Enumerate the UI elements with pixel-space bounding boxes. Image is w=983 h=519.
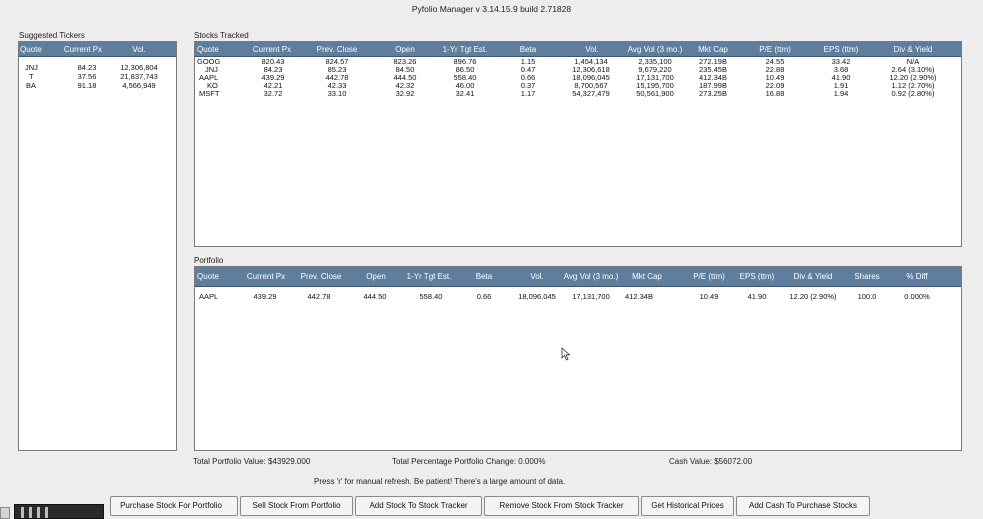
col-header-avg-vol[interactable]: Avg Vol (3 mo.) [627, 45, 683, 54]
col-header-current-px[interactable]: Current Px [246, 272, 286, 281]
table-row[interactable]: T 37.56 21,837,743 [29, 72, 158, 81]
table-row[interactable]: MSFT 32.72 33.10 32.92 32.41 1.17 54,327… [199, 89, 935, 98]
col-header-prev-close[interactable]: Prev. Close [316, 45, 358, 54]
cash-value: Cash Value: $56072.00 [669, 457, 753, 466]
total-percentage-change: Total Percentage Portfolio Change: 0.000… [392, 457, 546, 466]
suggested-tickers-label: Suggested Tickers [19, 31, 85, 40]
taskbar-corner [0, 507, 10, 519]
col-header-quote[interactable]: Quote [197, 45, 219, 54]
tracked-header: Quote Current Px Prev. Close Open 1-Yr T… [195, 42, 961, 57]
col-header-pe[interactable]: P/E (ttm) [759, 45, 791, 54]
col-header-avg-vol[interactable]: Avg Vol (3 mo.) [563, 272, 619, 281]
col-header-div-yield[interactable]: Div & Yield [893, 45, 933, 54]
col-header-mkt-cap[interactable]: Mkt Cap [632, 272, 662, 281]
stocks-tracked-table[interactable]: Quote Current Px Prev. Close Open 1-Yr T… [194, 41, 962, 247]
col-header-div-yield[interactable]: Div & Yield [793, 272, 833, 281]
col-header-mkt-cap[interactable]: Mkt Cap [698, 45, 728, 54]
col-header-eps[interactable]: EPS (ttm) [739, 272, 775, 281]
col-header-target[interactable]: 1-Yr Tgt Est. [442, 45, 488, 54]
table-row[interactable]: BA 91.18 4,566,949 [26, 81, 156, 90]
add-to-tracker-button[interactable]: Add Stock To Stock Tracker [355, 496, 482, 516]
col-header-shares[interactable]: Shares [854, 272, 880, 281]
col-header-beta[interactable]: Beta [519, 45, 537, 54]
col-header-quote[interactable]: Quote [197, 272, 219, 281]
table-row[interactable]: JNJ 84.23 85.23 84.50 86.50 0.47 12,306,… [205, 65, 935, 74]
portfolio-header: Quote Current Px Prev. Close Open 1-Yr T… [195, 267, 961, 287]
col-header-open[interactable]: Open [395, 45, 415, 54]
remove-from-tracker-button[interactable]: Remove Stock From Stock Tracker [484, 496, 639, 516]
col-header-current-px[interactable]: Current Px [252, 45, 292, 54]
table-row[interactable]: AAPL 439.29 442.78 444.50 558.40 0.66 18… [199, 73, 937, 82]
col-header-open[interactable]: Open [366, 272, 386, 281]
taskbar-thumbnail[interactable] [14, 504, 104, 519]
add-cash-button[interactable]: Add Cash To Purchase Stocks [736, 496, 870, 516]
col-header-pct-diff[interactable]: % Diff [906, 272, 928, 281]
stocks-tracked-label: Stocks Tracked [194, 31, 249, 40]
col-header-quote[interactable]: Quote [20, 45, 42, 54]
col-header-pe[interactable]: P/E (ttm) [693, 272, 725, 281]
historical-prices-button[interactable]: Get Historical Prices [641, 496, 734, 516]
table-row[interactable]: JNJ 84.23 12,306,804 [25, 63, 158, 72]
col-header-vol[interactable]: Vol. [132, 45, 146, 54]
window-title: Pyfolio Manager v 3.14.15.9 build 2.7182… [411, 4, 572, 14]
col-header-current-px[interactable]: Current Px [63, 45, 103, 54]
table-row[interactable]: AAPL 439.29 442.78 444.50 558.40 0.66 18… [199, 292, 930, 301]
purchase-stock-button[interactable]: Purchase Stock For Portfolio [110, 496, 238, 516]
total-portfolio-value: Total Portfolio Value: $43929.000 [193, 457, 311, 466]
col-header-vol[interactable]: Vol. [585, 45, 599, 54]
col-header-vol[interactable]: Vol. [530, 272, 544, 281]
table-row[interactable]: GOOG 820.43 824.57 823.26 896.76 1.15 1,… [197, 57, 920, 66]
suggested-header: Quote Current Px Vol. [19, 42, 176, 57]
col-header-eps[interactable]: EPS (ttm) [823, 45, 859, 54]
col-header-prev-close[interactable]: Prev. Close [300, 272, 342, 281]
mouse-pointer-icon [561, 347, 571, 361]
portfolio-table[interactable]: Quote Current Px Prev. Close Open 1-Yr T… [194, 266, 962, 451]
sell-stock-button[interactable]: Sell Stock From Portfolio [240, 496, 353, 516]
table-row[interactable]: KO 42.21 42.33 42.32 46.00 0.37 8,700,56… [207, 81, 935, 90]
col-header-target[interactable]: 1-Yr Tgt Est. [406, 272, 452, 281]
col-header-beta[interactable]: Beta [475, 272, 493, 281]
refresh-hint: Press 'r' for manual refresh. Be patient… [314, 477, 566, 486]
portfolio-label: Portfolio [194, 256, 224, 265]
suggested-tickers-table[interactable]: Quote Current Px Vol. JNJ 84.23 12,306,8… [18, 41, 177, 451]
